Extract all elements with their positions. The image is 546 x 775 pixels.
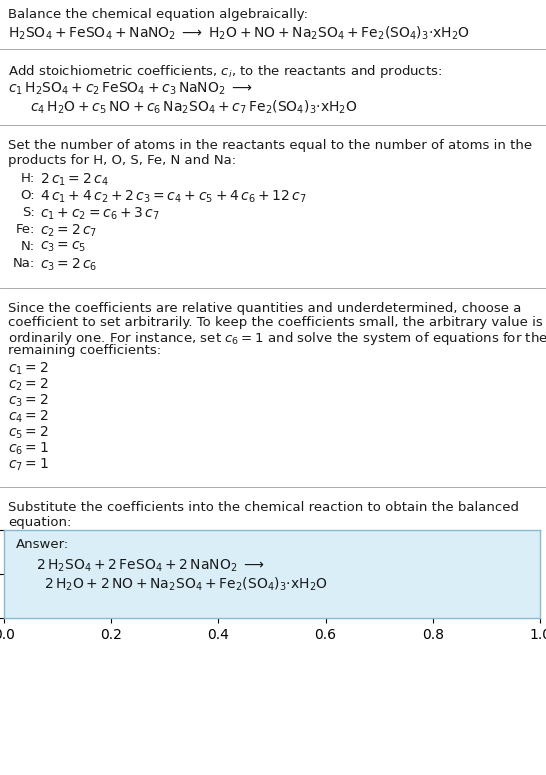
Text: $c_1\,\mathsf{H_2SO_4} + c_2\,\mathsf{FeSO_4} + c_3\,\mathsf{NaNO_2}\;\longright: $c_1\,\mathsf{H_2SO_4} + c_2\,\mathsf{Fe…: [8, 81, 253, 98]
Text: $c_2 = 2$: $c_2 = 2$: [8, 377, 49, 394]
Text: $c_7 = 1$: $c_7 = 1$: [8, 457, 49, 474]
Text: $c_1 + c_2 = c_6 + 3\,c_7$: $c_1 + c_2 = c_6 + 3\,c_7$: [40, 206, 160, 222]
Text: $2\,c_1 = 2\,c_4$: $2\,c_1 = 2\,c_4$: [40, 172, 109, 188]
Text: remaining coefficients:: remaining coefficients:: [8, 344, 161, 357]
Text: $c_6 = 1$: $c_6 = 1$: [8, 441, 49, 457]
Text: $c_1 = 2$: $c_1 = 2$: [8, 361, 49, 377]
Text: Na:: Na:: [13, 257, 35, 270]
Text: $c_3 = 2\,c_6$: $c_3 = 2\,c_6$: [40, 257, 97, 274]
Text: $\mathsf{H_2SO_4 + FeSO_4 + NaNO_2}$$\mathsf{\;\longrightarrow\; H_2O + NO + Na_: $\mathsf{H_2SO_4 + FeSO_4 + NaNO_2}$$\ma…: [8, 25, 470, 43]
Text: $4\,c_1 + 4\,c_2 + 2\,c_3 = c_4 + c_5 + 4\,c_6 + 12\,c_7$: $4\,c_1 + 4\,c_2 + 2\,c_3 = c_4 + c_5 + …: [40, 189, 307, 205]
Text: ordinarily one. For instance, set $c_6 = 1$ and solve the system of equations fo: ordinarily one. For instance, set $c_6 =…: [8, 330, 546, 347]
Text: Since the coefficients are relative quantities and underdetermined, choose a: Since the coefficients are relative quan…: [8, 302, 521, 315]
Text: H:: H:: [21, 172, 35, 185]
Text: $c_3 = 2$: $c_3 = 2$: [8, 393, 49, 409]
Text: $c_5 = 2$: $c_5 = 2$: [8, 425, 49, 442]
Text: $2\,\mathsf{H_2O} + 2\,\mathsf{NO} + \mathsf{Na_2SO_4} + \mathsf{Fe_2(SO_4)_3}{\: $2\,\mathsf{H_2O} + 2\,\mathsf{NO} + \ma…: [44, 576, 328, 594]
Text: coefficient to set arbitrarily. To keep the coefficients small, the arbitrary va: coefficient to set arbitrarily. To keep …: [8, 316, 543, 329]
Text: Balance the chemical equation algebraically:: Balance the chemical equation algebraica…: [8, 8, 308, 21]
Text: Fe:: Fe:: [16, 223, 35, 236]
Text: $c_4 = 2$: $c_4 = 2$: [8, 409, 49, 425]
Text: $c_2 = 2\,c_7$: $c_2 = 2\,c_7$: [40, 223, 97, 239]
Text: Set the number of atoms in the reactants equal to the number of atoms in the: Set the number of atoms in the reactants…: [8, 139, 532, 152]
Text: S:: S:: [22, 206, 35, 219]
Text: $2\,\mathsf{H_2SO_4} + 2\,\mathsf{FeSO_4} + 2\,\mathsf{NaNO_2}\;\longrightarrow$: $2\,\mathsf{H_2SO_4} + 2\,\mathsf{FeSO_4…: [36, 558, 264, 574]
Text: $c_4\,\mathsf{H_2O} + c_5\,\mathsf{NO} + c_6\,\mathsf{Na_2SO_4} + c_7\,\mathsf{F: $c_4\,\mathsf{H_2O} + c_5\,\mathsf{NO} +…: [30, 99, 358, 116]
Text: $c_3 = c_5$: $c_3 = c_5$: [40, 240, 86, 254]
Text: products for H, O, S, Fe, N and Na:: products for H, O, S, Fe, N and Na:: [8, 154, 236, 167]
Text: Substitute the coefficients into the chemical reaction to obtain the balanced: Substitute the coefficients into the che…: [8, 501, 519, 514]
Text: equation:: equation:: [8, 516, 72, 529]
Text: Answer:: Answer:: [16, 538, 69, 551]
Text: N:: N:: [21, 240, 35, 253]
Text: Add stoichiometric coefficients, $c_i$, to the reactants and products:: Add stoichiometric coefficients, $c_i$, …: [8, 63, 442, 80]
Text: O:: O:: [20, 189, 35, 202]
